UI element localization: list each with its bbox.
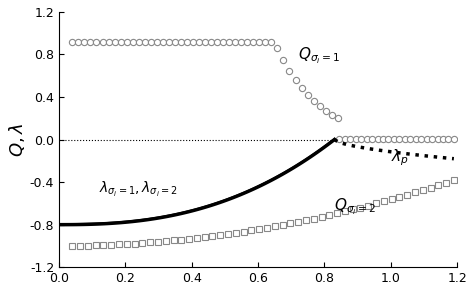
Text: $Q_{\sigma_i=2}$: $Q_{\sigma_i=2}$ (335, 197, 376, 218)
Y-axis label: $Q, \lambda$: $Q, \lambda$ (7, 122, 27, 157)
Text: $Q_{\sigma_i=1}$: $Q_{\sigma_i=1}$ (298, 46, 340, 66)
Text: $\lambda_p$: $\lambda_p$ (391, 147, 409, 168)
Text: $\lambda_{\sigma_i=1}, \lambda_{\sigma_i=2}$: $\lambda_{\sigma_i=1}, \lambda_{\sigma_i… (99, 180, 177, 199)
